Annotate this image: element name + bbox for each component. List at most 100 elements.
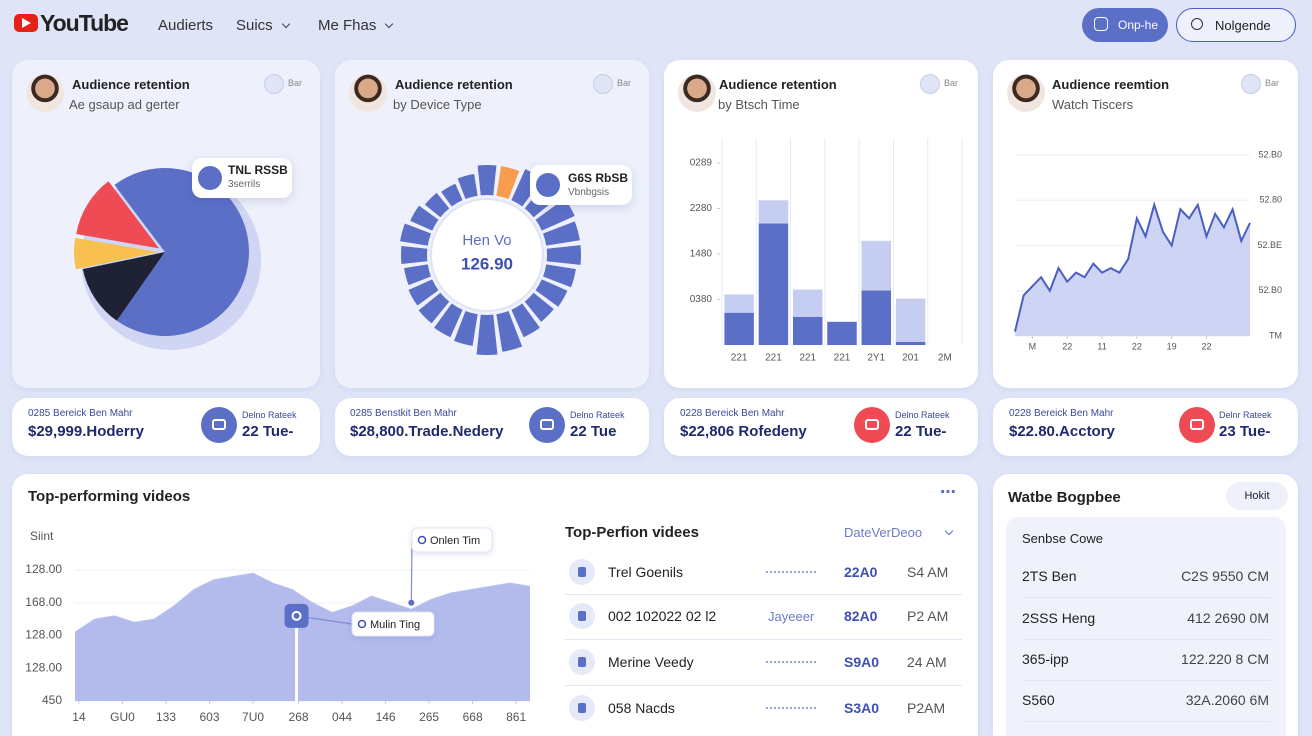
panel-title: Watbe Bogpbee xyxy=(1008,489,1121,506)
row-name[interactable]: 058 Nacds xyxy=(608,700,675,716)
bar-segment xyxy=(724,312,754,345)
row-name[interactable]: Trel Goenils xyxy=(608,564,683,580)
tooltip-icon xyxy=(536,173,560,197)
radial-bar xyxy=(434,303,463,338)
x-tick-label: 268 xyxy=(289,710,309,724)
y-tick-label: 1480 xyxy=(690,249,713,260)
nav-text: Suics xyxy=(236,17,273,34)
secondary-button[interactable]: Nolgende xyxy=(1176,8,1296,42)
y-tick-label: 0289 xyxy=(690,158,713,169)
list-name[interactable]: 2SSS Heng xyxy=(1022,610,1096,626)
stat-card: 0285 Bereick Ben Mahr $29,999.Hoderry De… xyxy=(12,398,320,456)
x-tick-label: M xyxy=(1029,341,1037,351)
list-name[interactable]: 365-ipp xyxy=(1022,651,1069,667)
radial-bar xyxy=(404,264,431,286)
radial-bar xyxy=(441,183,463,207)
row-icon xyxy=(569,603,595,629)
stat-sublabel: Delno Rateek xyxy=(242,410,297,420)
stat-icon xyxy=(529,407,565,443)
row-icon xyxy=(569,559,595,585)
radial-bar xyxy=(476,314,498,356)
row-divider xyxy=(1022,597,1270,598)
badge[interactable]: Bar xyxy=(288,78,303,88)
badge[interactable]: Bar xyxy=(944,78,959,88)
row-divider xyxy=(565,594,962,595)
avatar xyxy=(26,74,64,112)
bar-segment xyxy=(792,316,823,345)
stat-amount: $22,806 Rofedeny xyxy=(680,423,807,440)
list-name[interactable]: S560 xyxy=(1022,692,1055,708)
annotation-leader xyxy=(410,539,413,603)
tooltip-title: TNL RSSB xyxy=(228,163,288,177)
table-filter[interactable]: DateVerDeoo xyxy=(844,525,954,540)
row-divider xyxy=(1022,721,1270,722)
card-title: Audience retention xyxy=(395,77,513,92)
list-value: 122.220 8 CM xyxy=(1181,651,1269,667)
radial-bar xyxy=(454,311,478,346)
x-tick-label: 19 xyxy=(1167,341,1177,351)
more-menu[interactable]: ⋯ xyxy=(940,484,957,501)
y-axis-label: Siint xyxy=(30,529,54,543)
x-tick-label: 2Y1 xyxy=(867,353,885,364)
x-tick-label: 146 xyxy=(376,710,396,724)
bar-segment xyxy=(827,321,857,345)
radial-bar xyxy=(424,192,450,218)
y-tick-label: TM xyxy=(1269,330,1282,340)
stat-icon xyxy=(1179,407,1215,443)
globe-icon xyxy=(593,74,613,94)
card-title: Audience retention xyxy=(719,77,837,92)
avatar xyxy=(349,74,387,112)
y-tick-label: 52.B0 xyxy=(1258,149,1282,159)
leader xyxy=(766,707,816,709)
bar-segment xyxy=(861,290,892,345)
nav-item[interactable]: Suics xyxy=(236,17,290,34)
tooltip: G6S RbSB Vbnbgsis xyxy=(530,165,632,205)
radial-bar xyxy=(477,165,497,196)
leader xyxy=(766,661,816,663)
row-value: S3A0 xyxy=(844,700,880,716)
nav-item[interactable]: Me Fhas xyxy=(318,17,394,34)
nav-item[interactable]: Audierts xyxy=(158,17,214,34)
list-name[interactable]: 2TS Ben xyxy=(1022,568,1077,584)
x-tick-label: GU0 xyxy=(110,710,135,724)
area-fill xyxy=(1015,204,1250,336)
stat-sublabel: Delno Rateek xyxy=(570,410,625,420)
x-tick-label: 7U0 xyxy=(242,710,264,724)
primary-button[interactable]: Onp-he xyxy=(1082,8,1168,42)
radial-bar xyxy=(457,174,478,199)
pie-slice xyxy=(74,237,159,270)
x-tick-label: 2M xyxy=(938,353,952,364)
globe-icon xyxy=(1241,74,1261,94)
row-divider xyxy=(565,639,962,640)
card-subtitle: by Device Type xyxy=(393,97,482,112)
bar-segment xyxy=(758,200,789,224)
badge[interactable]: Bar xyxy=(617,78,632,88)
nav-text: Me Fhas xyxy=(318,17,377,34)
bar-segment xyxy=(861,240,892,291)
annotation-box xyxy=(351,611,435,637)
logo-text[interactable]: YouTube xyxy=(40,10,129,36)
pie-slice xyxy=(82,252,165,321)
y-tick-label: 52.BE xyxy=(1257,240,1282,250)
stat-card: 0285 Benstkit Ben Mahr $28,800.Trade.Ned… xyxy=(335,398,649,456)
line xyxy=(1014,201,1251,332)
panel-button[interactable]: Hokit xyxy=(1226,482,1288,510)
center-label: Hen Vo xyxy=(462,232,511,249)
pie-slice xyxy=(114,168,250,337)
radial-bar xyxy=(543,264,576,288)
badge[interactable]: Bar xyxy=(1265,78,1280,88)
stat-amount: $29,999.Hoderry xyxy=(28,423,144,440)
annotation-point xyxy=(408,599,415,606)
row-name[interactable]: 002 102022 02 l2 xyxy=(608,608,717,624)
radial-bar xyxy=(400,223,431,246)
cursor-marker xyxy=(284,603,309,628)
y-tick-label: 168.00 xyxy=(25,595,62,609)
list-title: Senbse Cowe xyxy=(1022,531,1103,546)
filter-text: DateVerDeoo xyxy=(844,525,923,540)
row-name[interactable]: Merine Veedy xyxy=(608,654,694,670)
stat-label: 0228 Bereick Ben Mahr xyxy=(680,408,785,419)
row-icon xyxy=(569,695,595,721)
tooltip-icon xyxy=(198,166,222,190)
x-tick-label: 133 xyxy=(156,710,176,724)
